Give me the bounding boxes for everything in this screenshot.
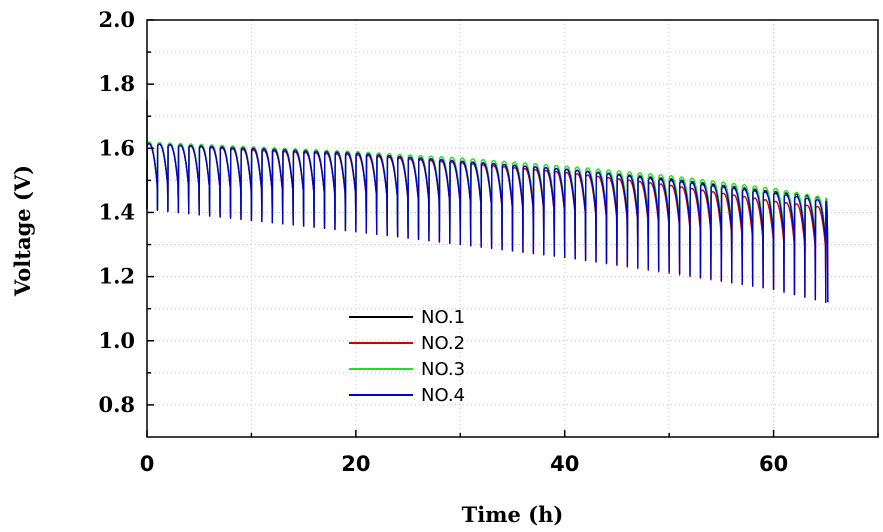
- axis-ticks: [146, 19, 879, 437]
- y-axis-title: Voltage (V): [10, 165, 35, 297]
- x-tick-label: 0: [140, 452, 155, 476]
- legend-label: NO.2: [421, 333, 465, 354]
- legend-label: NO.4: [421, 385, 465, 406]
- tick-labels: 0 20 40 60 0.8 1.0 1.2 1.4 1.6 1.8 2.0: [98, 7, 788, 476]
- legend: NO.1 NO.2 NO.3 NO.4: [349, 307, 465, 406]
- legend-label: NO.3: [421, 359, 465, 380]
- x-tick-label: 60: [759, 452, 788, 476]
- y-tick-label: 1.2: [98, 264, 135, 289]
- plot-frame: [146, 19, 879, 438]
- y-tick-label: 0.8: [98, 392, 135, 417]
- y-tick-label: 1.0: [98, 328, 135, 353]
- plot-series: [146, 99, 829, 303]
- y-tick-label: 1.4: [98, 199, 135, 224]
- x-tick-label: 20: [341, 452, 370, 476]
- y-tick-label: 1.6: [98, 135, 135, 160]
- series-line-no3: [146, 141, 829, 265]
- y-tick-label: 2.0: [98, 7, 135, 32]
- series-line-no1: [146, 143, 829, 265]
- series-line-no4: [146, 99, 829, 303]
- legend-label: NO.1: [421, 307, 465, 328]
- y-tick-label: 1.8: [98, 71, 135, 96]
- x-axis-title: Time (h): [462, 502, 564, 527]
- x-tick-label: 40: [550, 452, 579, 476]
